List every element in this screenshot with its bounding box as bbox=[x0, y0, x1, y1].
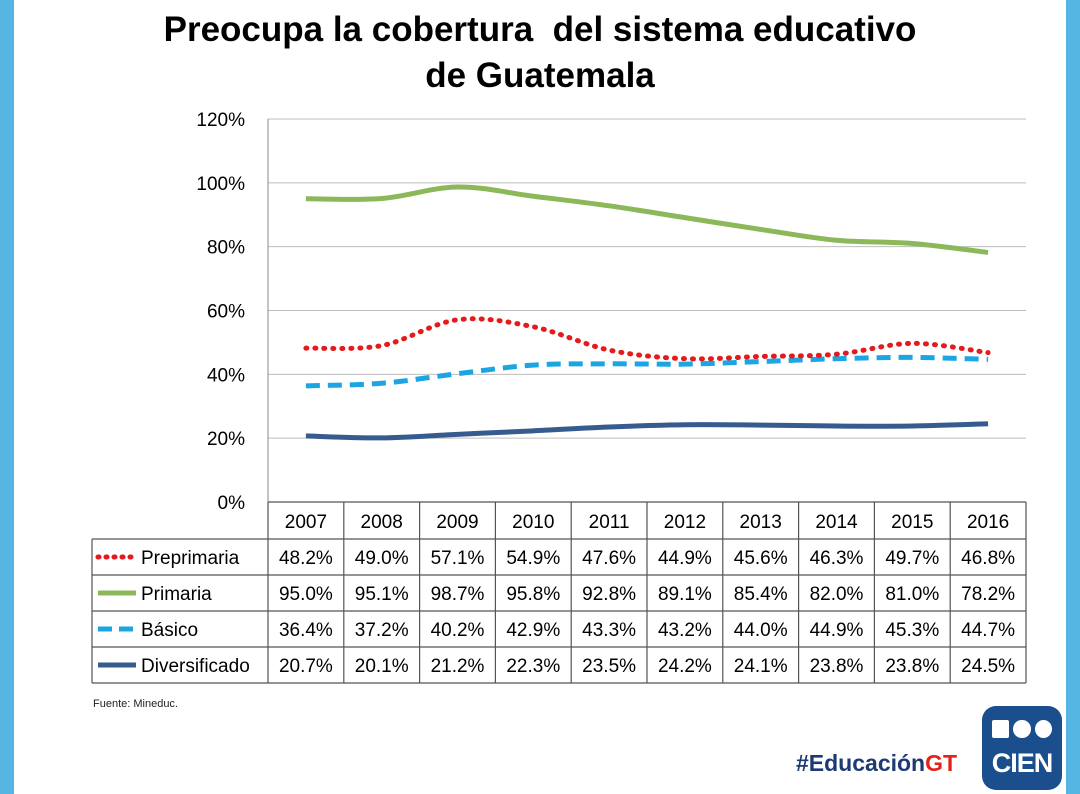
data-value-label: 57.1% bbox=[431, 548, 485, 569]
data-value-label: 44.9% bbox=[810, 620, 864, 641]
logo-shapes bbox=[992, 720, 1052, 742]
data-value-label: 42.9% bbox=[506, 620, 560, 641]
data-value-label: 45.3% bbox=[885, 620, 939, 641]
right-frame-border bbox=[1066, 0, 1080, 794]
data-value-label: 95.8% bbox=[506, 584, 560, 605]
y-tick-label: 0% bbox=[218, 493, 246, 514]
data-value-label: 48.2% bbox=[279, 548, 333, 569]
series-line-preprimaria bbox=[303, 316, 991, 362]
legend-label: Preprimaria bbox=[141, 548, 240, 569]
left-frame-border bbox=[0, 0, 14, 794]
data-value-label: 23.8% bbox=[885, 656, 939, 677]
legend-label: Básico bbox=[141, 620, 198, 641]
data-value-label: 89.1% bbox=[658, 584, 712, 605]
x-category-label: 2009 bbox=[436, 512, 478, 533]
data-value-label: 95.1% bbox=[355, 584, 409, 605]
data-value-label: 46.8% bbox=[961, 548, 1015, 569]
legend-label: Primaria bbox=[141, 584, 212, 605]
x-category-label: 2007 bbox=[285, 512, 327, 533]
series-line-bsico bbox=[305, 354, 989, 389]
x-category-label: 2014 bbox=[815, 512, 858, 533]
y-tick-label: 20% bbox=[207, 429, 245, 450]
data-value-label: 92.8% bbox=[582, 584, 636, 605]
data-value-label: 54.9% bbox=[506, 548, 560, 569]
data-value-label: 81.0% bbox=[885, 584, 939, 605]
x-category-label: 2012 bbox=[664, 512, 706, 533]
y-tick-label: 60% bbox=[207, 302, 245, 323]
data-value-label: 82.0% bbox=[810, 584, 864, 605]
data-value-label: 23.5% bbox=[582, 656, 636, 677]
data-value-label: 85.4% bbox=[734, 584, 788, 605]
data-value-label: 44.7% bbox=[961, 620, 1015, 641]
x-category-label: 2016 bbox=[967, 512, 1009, 533]
series-line-primaria bbox=[305, 184, 989, 255]
data-value-label: 40.2% bbox=[431, 620, 485, 641]
data-value-label: 47.6% bbox=[582, 548, 636, 569]
y-tick-label: 80% bbox=[207, 238, 245, 259]
data-value-label: 23.8% bbox=[810, 656, 864, 677]
hashtag: #EducaciónGT bbox=[796, 750, 957, 777]
x-category-label: 2015 bbox=[891, 512, 933, 533]
data-value-label: 49.7% bbox=[885, 548, 939, 569]
data-value-label: 22.3% bbox=[506, 656, 560, 677]
data-value-label: 24.1% bbox=[734, 656, 788, 677]
hashtag-accent: GT bbox=[925, 750, 958, 776]
series-line-diversificado bbox=[305, 421, 989, 441]
x-category-label: 2010 bbox=[512, 512, 554, 533]
x-category-label: 2013 bbox=[740, 512, 782, 533]
data-value-label: 43.3% bbox=[582, 620, 636, 641]
y-tick-label: 100% bbox=[196, 174, 245, 195]
data-value-label: 95.0% bbox=[279, 584, 333, 605]
data-value-label: 37.2% bbox=[355, 620, 409, 641]
data-value-label: 24.5% bbox=[961, 656, 1015, 677]
y-tick-label: 40% bbox=[207, 365, 245, 386]
hashtag-main: #Educación bbox=[796, 750, 926, 776]
data-value-label: 21.2% bbox=[431, 656, 485, 677]
data-value-label: 20.1% bbox=[355, 656, 409, 677]
chart-title-line-2: de Guatemala bbox=[425, 56, 655, 95]
source-note: Fuente: Mineduc. bbox=[93, 698, 178, 710]
y-tick-label: 120% bbox=[196, 110, 245, 131]
data-value-label: 20.7% bbox=[279, 656, 333, 677]
x-category-label: 2008 bbox=[361, 512, 403, 533]
chart-title-line-1: Preocupa la cobertura del sistema educat… bbox=[163, 10, 917, 49]
data-value-label: 43.2% bbox=[658, 620, 712, 641]
data-value-label: 49.0% bbox=[355, 548, 409, 569]
data-value-label: 44.0% bbox=[734, 620, 788, 641]
data-value-label: 46.3% bbox=[810, 548, 864, 569]
cien-logo: CIEN bbox=[982, 706, 1062, 790]
x-category-label: 2011 bbox=[589, 512, 630, 533]
data-value-label: 44.9% bbox=[658, 548, 712, 569]
data-value-label: 45.6% bbox=[734, 548, 788, 569]
data-value-label: 78.2% bbox=[961, 584, 1015, 605]
data-value-label: 36.4% bbox=[279, 620, 333, 641]
data-value-label: 98.7% bbox=[431, 584, 485, 605]
legend-label: Diversificado bbox=[141, 656, 250, 677]
data-value-label: 24.2% bbox=[658, 656, 712, 677]
logo-text: CIEN bbox=[991, 748, 1054, 778]
